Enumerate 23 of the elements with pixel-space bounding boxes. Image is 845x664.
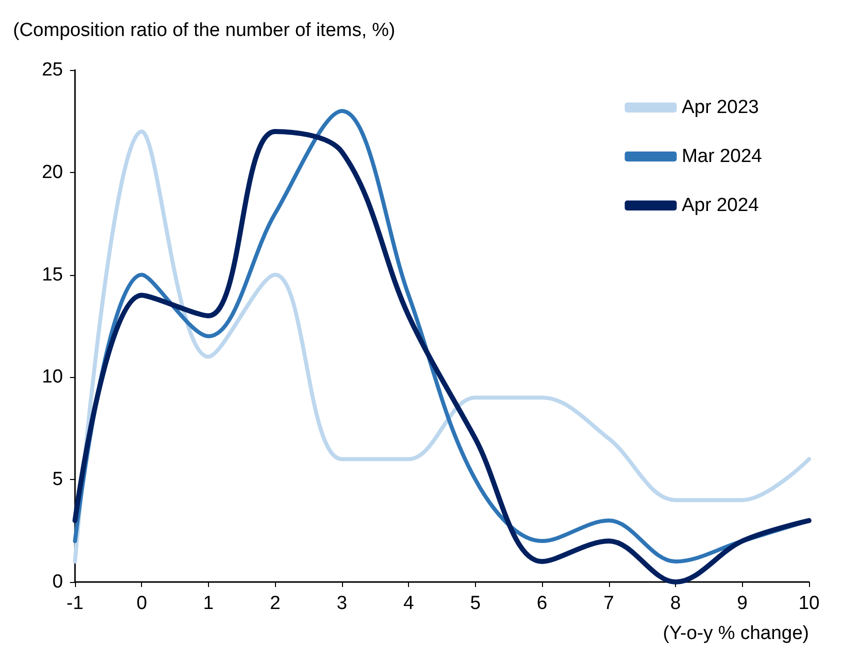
x-tick-label: 9	[736, 593, 748, 614]
x-tick-label: 0	[136, 593, 148, 614]
y-tick-label: 25	[42, 60, 63, 80]
legend-label: Mar 2024	[682, 146, 762, 167]
y-tick-label: 10	[42, 366, 63, 388]
x-tick-label: 1	[203, 593, 214, 614]
x-axis-title: (Y-o-y % change)	[662, 623, 809, 644]
x-tick-label: 6	[536, 593, 548, 614]
x-tick-label: -1	[66, 593, 84, 614]
x-tick-label: 4	[403, 593, 414, 614]
y-tick-label: 15	[42, 264, 63, 286]
x-tick-label: 2	[270, 593, 280, 614]
legend-label: Apr 2023	[682, 97, 759, 118]
y-tick-label: 20	[42, 162, 63, 183]
x-tick-label: 7	[604, 593, 614, 614]
x-tick-label: 3	[336, 593, 348, 614]
y-tick-label: 0	[52, 572, 63, 592]
x-tick-label: 5	[470, 593, 481, 614]
x-tick-label: 10	[798, 593, 820, 614]
y-axis-title: (Composition ratio of the number of items, %)	[13, 20, 396, 41]
y-tick-label: 5	[52, 469, 63, 490]
x-tick-label: 8	[670, 593, 681, 614]
legend-label: Apr 2024	[682, 195, 760, 216]
